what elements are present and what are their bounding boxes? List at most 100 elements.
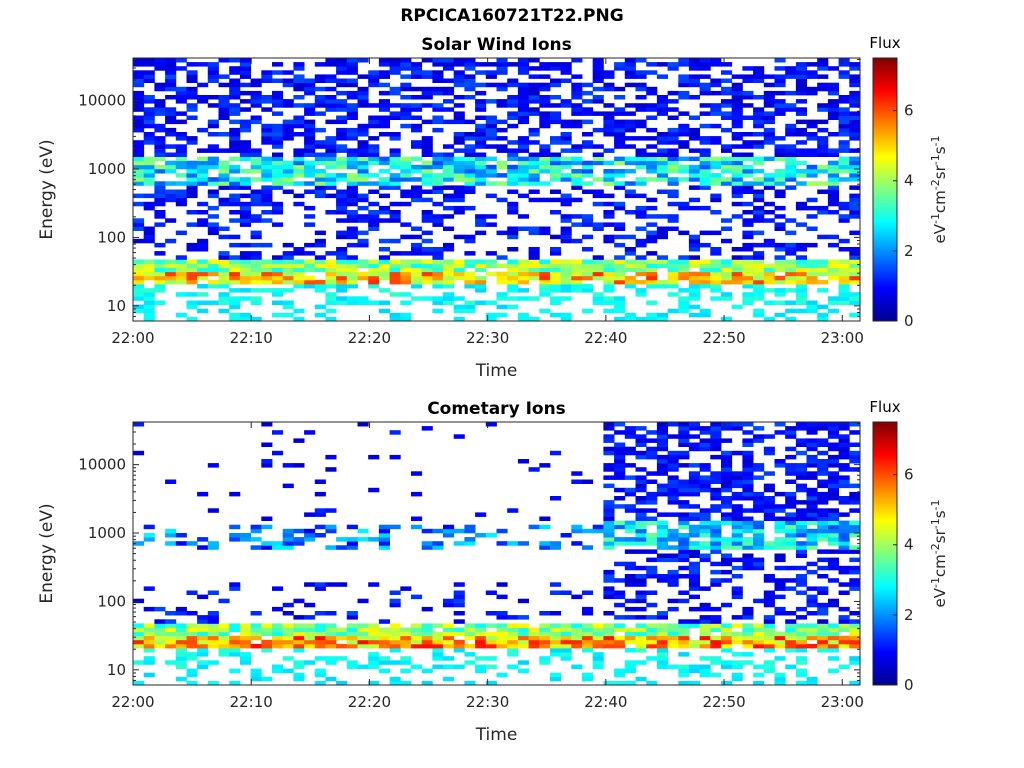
spectrogram-cell	[314, 169, 326, 174]
spectrogram-cell	[827, 169, 839, 174]
spectrogram-cell	[699, 635, 711, 641]
spectrogram-cell	[197, 238, 209, 244]
spectrogram-cell	[731, 676, 743, 682]
spectrogram-cell	[453, 82, 465, 88]
spectrogram-cell	[421, 95, 433, 100]
spectrogram-cell	[197, 169, 209, 174]
spectrogram-cell	[614, 524, 626, 530]
spectrogram-cell	[421, 296, 433, 301]
spectrogram-cell	[325, 263, 337, 268]
spectrogram-cell	[165, 152, 177, 157]
spectrogram-cell	[229, 524, 241, 530]
spectrogram-cell	[443, 627, 455, 632]
spectrogram-cell	[795, 672, 807, 678]
spectrogram-cell	[314, 111, 326, 116]
spectrogram-cell	[218, 107, 230, 112]
spectrogram-cell	[731, 86, 743, 92]
spectrogram-cell	[154, 222, 166, 227]
spectrogram-cell	[378, 82, 390, 88]
spectrogram-cell	[710, 164, 722, 170]
spectrogram-cell	[475, 140, 487, 145]
spectrogram-cell	[560, 132, 572, 137]
spectrogram-cell	[443, 90, 455, 96]
spectrogram-cell	[614, 62, 626, 67]
spectrogram-cell	[165, 263, 177, 268]
spectrogram-cell	[678, 627, 690, 632]
spectrogram-cell	[624, 210, 636, 215]
spectrogram-cell	[464, 308, 476, 314]
spectrogram-cell	[774, 300, 786, 305]
spectrogram-cell	[421, 210, 433, 215]
spectrogram-cell	[550, 541, 562, 546]
spectrogram-cell	[336, 197, 348, 203]
spectrogram-cell	[368, 300, 380, 305]
spectrogram-cell	[517, 136, 529, 141]
spectrogram-cell	[667, 487, 679, 493]
spectrogram-cell	[378, 58, 390, 63]
spectrogram-cell	[571, 111, 583, 116]
spectrogram-cell	[849, 549, 861, 554]
spectrogram-cell	[186, 103, 198, 108]
spectrogram-cell	[229, 304, 241, 310]
spectrogram-cell	[827, 173, 839, 178]
spectrogram-cell	[207, 205, 219, 211]
spectrogram-cell	[678, 271, 690, 277]
spectrogram-cell	[239, 623, 251, 628]
spectrogram-cell	[143, 58, 155, 63]
spectrogram-cell	[753, 70, 765, 75]
spectrogram-cell	[774, 611, 786, 616]
spectrogram-cell	[699, 86, 711, 92]
spectrogram-cell	[710, 442, 722, 447]
spectrogram-cell	[774, 422, 786, 427]
spectrogram-cell	[165, 95, 177, 100]
spectrogram-cell	[207, 639, 219, 645]
spectrogram-cell	[272, 152, 284, 157]
spectrogram-cell	[795, 541, 807, 546]
spectrogram-cell	[849, 520, 861, 526]
spectrogram-cell	[218, 308, 230, 314]
spectrogram-cell	[795, 86, 807, 92]
spectrogram-cell	[272, 103, 284, 108]
spectrogram-cell	[806, 132, 818, 137]
spectrogram-cell	[785, 643, 797, 649]
spectrogram-cell	[731, 635, 743, 641]
spectrogram-cell	[678, 123, 690, 129]
spectrogram-cell	[539, 545, 551, 550]
spectrogram-cell	[143, 136, 155, 141]
spectrogram-cell	[795, 62, 807, 67]
spectrogram-cell	[838, 496, 850, 501]
spectrogram-cell	[849, 95, 861, 100]
spectrogram-cell	[688, 74, 700, 79]
spectrogram-cell	[464, 189, 476, 194]
spectrogram-cell	[785, 127, 797, 133]
spectrogram-cell	[667, 292, 679, 297]
spectrogram-cell	[293, 66, 305, 71]
spectrogram-cell	[336, 275, 348, 281]
spectrogram-cell	[261, 623, 273, 628]
spectrogram-cell	[742, 615, 754, 620]
spectrogram-cell	[421, 173, 433, 178]
spectrogram-cell	[143, 312, 155, 318]
spectrogram-cell	[197, 631, 209, 637]
spectrogram-cell	[453, 259, 465, 264]
spectrogram-cell	[368, 537, 380, 542]
spectrogram-cell	[250, 296, 262, 301]
spectrogram-cell	[272, 160, 284, 166]
spectrogram-cell	[357, 296, 369, 301]
spectrogram-cell	[592, 95, 604, 100]
spectrogram-cell	[795, 623, 807, 628]
spectrogram-cell	[528, 181, 540, 186]
spectrogram-cell	[389, 214, 401, 219]
spectrogram-cell	[314, 288, 326, 293]
spectrogram-cell	[742, 496, 754, 501]
spectrogram-cell	[571, 95, 583, 100]
spectrogram-cell	[517, 66, 529, 71]
spectrogram-cell	[207, 635, 219, 641]
spectrogram-cell	[838, 549, 850, 554]
spectrogram-cell	[592, 263, 604, 268]
spectrogram-cell	[849, 569, 861, 575]
spectrogram-cell	[721, 623, 733, 628]
spectrogram-cell	[614, 275, 626, 281]
spectrogram-cell	[667, 450, 679, 456]
spectrogram-cell	[806, 500, 818, 505]
